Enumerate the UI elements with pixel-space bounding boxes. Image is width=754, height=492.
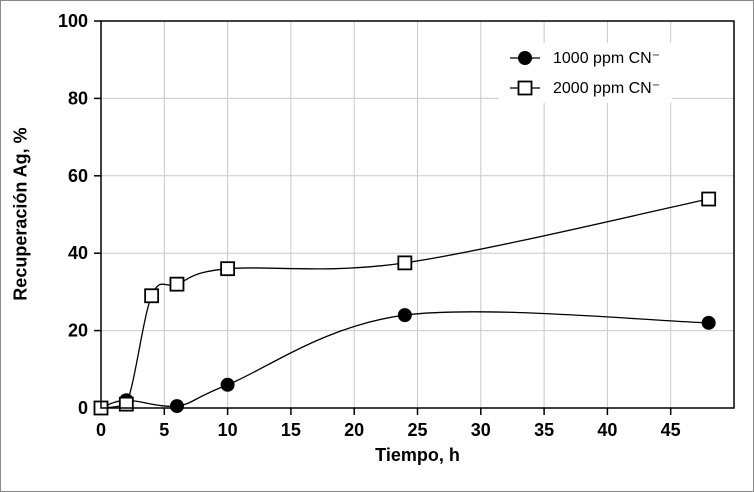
marker-open-square: [169, 276, 185, 292]
x-tick-label: 25: [407, 420, 427, 440]
marker-filled-circle: [701, 315, 716, 330]
marker-open-square: [397, 255, 413, 271]
y-tick-label: 20: [68, 321, 88, 341]
series-line-0: [100, 311, 709, 409]
y-tick-label: 0: [78, 398, 88, 418]
plot-frame: [100, 20, 735, 409]
marker-open-square: [701, 191, 717, 207]
legend-entry-1000ppm: 1000 ppm CN⁻: [507, 48, 660, 68]
marker-filled-circle: [169, 399, 184, 414]
marker-open-square: [144, 288, 160, 304]
y-tick-label: 80: [68, 88, 88, 108]
filled-circle-marker-icon: [510, 51, 540, 65]
y-tick-label: 100: [58, 11, 88, 31]
legend-label-2000ppm: 2000 ppm CN⁻: [553, 80, 661, 97]
legend-entry-2000ppm: 2000 ppm CN⁻: [507, 78, 660, 98]
legend: 1000 ppm CN⁻ 2000 ppm CN⁻: [499, 43, 673, 103]
series-line-1: [100, 198, 709, 409]
y-tick-label: 40: [68, 243, 88, 263]
y-tick-label: 60: [68, 166, 88, 186]
x-tick-label: 5: [159, 420, 169, 440]
marker-filled-circle: [220, 377, 235, 392]
x-tick-label: 10: [218, 420, 238, 440]
marker-open-square: [220, 261, 236, 277]
x-tick-label: 45: [661, 420, 681, 440]
open-square-marker-icon: [510, 80, 540, 96]
x-tick-label: 35: [534, 420, 554, 440]
y-axis-label: Recuperación Ag, %: [10, 127, 31, 301]
x-axis-label: Tiempo, h: [375, 445, 460, 465]
x-tick-label: 20: [344, 420, 364, 440]
marker-filled-circle: [397, 308, 412, 323]
x-tick-label: 30: [471, 420, 491, 440]
x-tick-label: 15: [281, 420, 301, 440]
legend-label-1000ppm: 1000 ppm CN⁻: [553, 50, 661, 67]
x-tick-label: 0: [96, 420, 106, 440]
x-tick-label: 40: [597, 420, 617, 440]
